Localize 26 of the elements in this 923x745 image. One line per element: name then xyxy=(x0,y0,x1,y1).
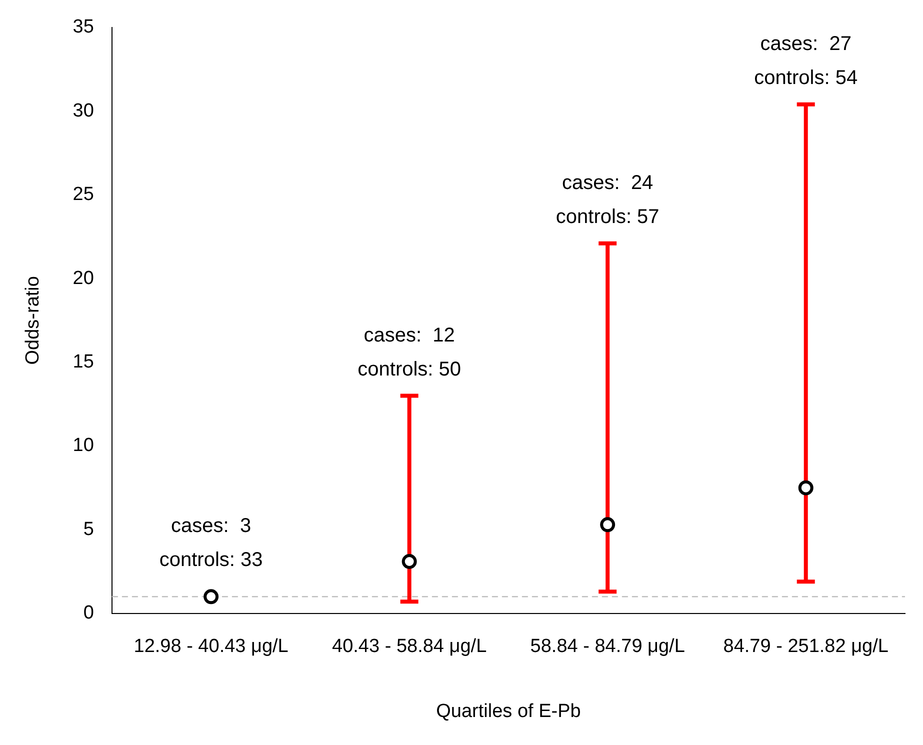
y-tick-label: 15 xyxy=(72,351,94,372)
y-tick-label: 0 xyxy=(83,602,94,624)
x-axis-title: Quartiles of E-Pb xyxy=(436,700,581,722)
annotation: controls: 33 xyxy=(159,549,263,572)
x-tick-label: 40.43 - 58.84 μg/L xyxy=(332,636,487,658)
y-tick-label: 35 xyxy=(72,16,94,38)
y-tick-label: 10 xyxy=(72,435,94,456)
annotation: controls: 50 xyxy=(358,358,462,380)
x-tick-label: 84.79 - 251.82 μg/L xyxy=(723,636,888,658)
point xyxy=(600,517,616,532)
annotation: controls: 54 xyxy=(754,66,858,89)
y-tick-label: 30 xyxy=(72,100,94,122)
annotation: cases: 24 xyxy=(562,172,654,194)
annotation: controls: 57 xyxy=(556,206,660,228)
point xyxy=(798,480,814,496)
x-tick-label: 12.98 - 40.43 μg/L xyxy=(134,636,288,658)
y-tick-label: 5 xyxy=(83,518,94,540)
y-tick-label: 25 xyxy=(72,184,94,206)
point xyxy=(204,589,219,604)
annotation: cases: 27 xyxy=(760,32,852,55)
annotation: cases: 3 xyxy=(171,515,252,538)
annotation: cases: 12 xyxy=(364,324,455,346)
y-axis-title: Odds-ratio xyxy=(22,276,44,365)
point xyxy=(402,554,417,569)
y-tick-label: 20 xyxy=(72,268,94,289)
x-tick-label: 58.84 - 84.79 μg/L xyxy=(530,636,685,658)
